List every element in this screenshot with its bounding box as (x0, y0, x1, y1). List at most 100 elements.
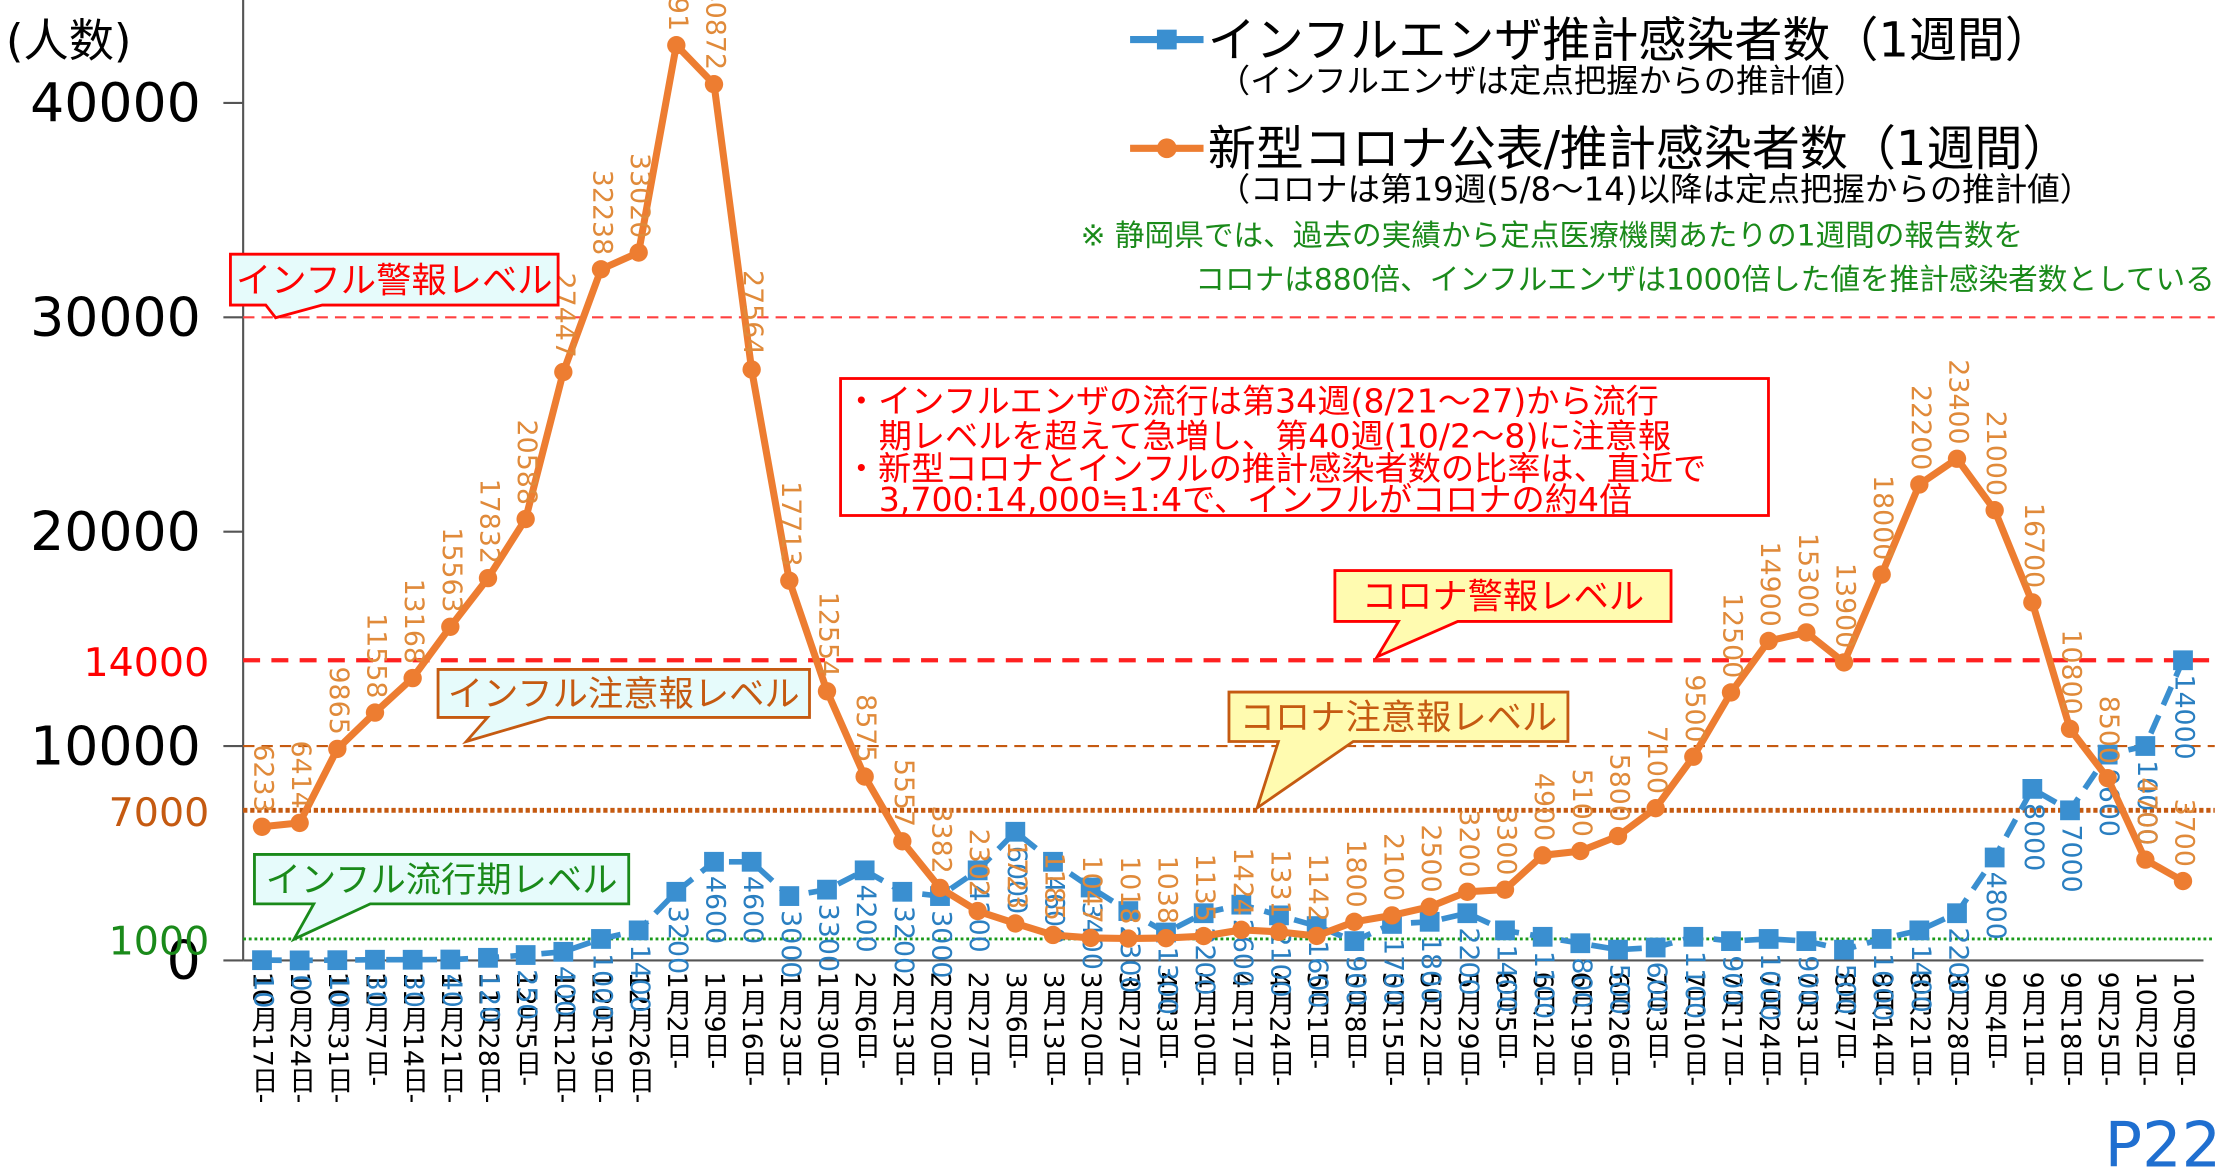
marker (1269, 905, 1289, 926)
marker (1119, 929, 1138, 948)
data-label: 5557 (888, 759, 919, 827)
marker (1608, 939, 1628, 960)
marker (1080, 877, 1101, 898)
marker (440, 949, 461, 970)
data-label: 4600 (737, 876, 768, 944)
data-label: 14900 (1754, 541, 1785, 626)
x-tick-label: 1月16日- (736, 972, 767, 1087)
x-tick-label: 3月20日- (1075, 972, 1106, 1087)
data-label: 5800 (1603, 754, 1634, 822)
marker (1683, 926, 1704, 947)
legend-marker (1156, 138, 1177, 159)
callout-text: インフル警報レベル (236, 260, 553, 301)
data-label: 1424 (1227, 847, 1258, 915)
summary-text: 3,700:14,000≒1:4で、インフルがコロナの約4倍 (879, 480, 1632, 519)
marker (1721, 931, 1741, 951)
marker (1495, 920, 1515, 941)
data-label: 10 (247, 974, 278, 1008)
data-label: 23400 (1942, 359, 1973, 444)
marker (290, 813, 309, 833)
marker (817, 879, 837, 900)
data-label: 4800 (1980, 872, 2011, 940)
x-tick-label: 7月10日- (1678, 972, 1709, 1087)
x-tick-label: 2月13日- (887, 972, 918, 1087)
x-tick-label: 3月27日- (1113, 972, 1144, 1087)
data-label: 2200 (1453, 927, 1484, 995)
data-label: 2302 (963, 829, 994, 897)
data-label: 1000 (586, 953, 617, 1021)
marker (553, 941, 574, 962)
marker (2060, 800, 2080, 821)
data-label: 120 (473, 972, 504, 1023)
data-label: 4600 (699, 876, 730, 944)
marker (1608, 826, 1628, 846)
x-tick-label: 3月6日- (1000, 972, 1031, 1069)
data-label: 17832 (473, 479, 504, 564)
callout-text: インフル注意報レベル (448, 674, 800, 715)
data-label: 8500 (2093, 696, 2124, 764)
data-label: 1300 (1151, 947, 1182, 1015)
marker (1420, 897, 1439, 916)
marker (1871, 929, 1892, 949)
summary-text: ・新型コロナとインフルの推計感染者数の比率は、直近で (845, 449, 1706, 488)
data-label: 2500 (1415, 824, 1446, 892)
legend-marker (1156, 29, 1177, 50)
marker (591, 929, 611, 949)
x-tick-label: 4月10日- (1188, 972, 1219, 1087)
marker (968, 901, 987, 921)
marker (1758, 929, 1779, 949)
data-label: 10800 (2055, 629, 2086, 714)
marker (252, 817, 272, 836)
data-label: 500 (1829, 964, 1860, 1015)
x-tick-label: 8月28日- (1941, 972, 1972, 1087)
data-label: 0 (285, 975, 316, 992)
marker (1872, 565, 1891, 584)
marker (1947, 449, 1967, 468)
marker (2173, 871, 2193, 891)
x-tick-label: 10月24日- (284, 972, 315, 1104)
x-tick-label: 8月14日- (1866, 972, 1897, 1087)
x-tick-label: 5月1日- (1301, 972, 1332, 1069)
x-tick-label: 8月7日- (1828, 972, 1859, 1069)
data-label: 15300 (1792, 533, 1823, 618)
data-label: 17713 (775, 481, 806, 566)
reference-label: 1000 (109, 918, 210, 964)
marker (1043, 925, 1063, 945)
series-line (261, 659, 2186, 964)
x-tick-label: 8月21日- (1904, 972, 1935, 1087)
data-label: 10 (323, 974, 354, 1008)
marker (289, 950, 310, 971)
marker (1006, 914, 1025, 933)
data-label: 1018 (1114, 856, 1145, 924)
data-label: 1047 (1076, 856, 1107, 924)
y-axis-label: (人数) (6, 14, 132, 67)
data-label: 22200 (1905, 385, 1936, 470)
summary-text: ・インフルエンザの流行は第34週(8/21～27)から流行 (845, 381, 1659, 420)
x-tick-label: 5月8日- (1339, 972, 1370, 1069)
x-tick-label: 6月12日- (1527, 972, 1558, 1087)
data-label: 20588 (511, 420, 542, 505)
marker (2173, 650, 2193, 671)
data-label: 500 (1603, 964, 1634, 1015)
x-tick-label: 10月17日- (246, 972, 277, 1104)
data-label: 2200 (1942, 927, 1973, 995)
x-tick-label: 6月5日- (1489, 972, 1520, 1069)
marker (1005, 821, 1026, 842)
marker (1684, 747, 1703, 766)
data-label: 12554 (812, 592, 843, 677)
data-label: 400 (549, 966, 580, 1017)
data-label: 600 (1641, 962, 1672, 1013)
marker (554, 362, 573, 382)
data-label: 18000 (1867, 475, 1898, 560)
data-label: 27564 (737, 270, 768, 355)
marker (1570, 933, 1591, 954)
marker (893, 832, 912, 851)
marker (2023, 593, 2042, 612)
data-label: 1100 (1679, 951, 1710, 1019)
marker (1985, 501, 2004, 520)
marker (515, 945, 536, 965)
x-tick-label: 10月2日- (2130, 972, 2161, 1087)
x-tick-label: 10月9日- (2167, 972, 2198, 1087)
marker (478, 568, 498, 588)
